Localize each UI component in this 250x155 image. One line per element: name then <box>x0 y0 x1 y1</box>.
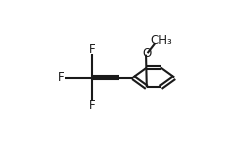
Text: O: O <box>142 47 151 60</box>
Text: F: F <box>88 99 95 112</box>
Text: F: F <box>57 71 64 84</box>
Text: CH₃: CH₃ <box>150 34 172 47</box>
Text: F: F <box>88 43 95 56</box>
